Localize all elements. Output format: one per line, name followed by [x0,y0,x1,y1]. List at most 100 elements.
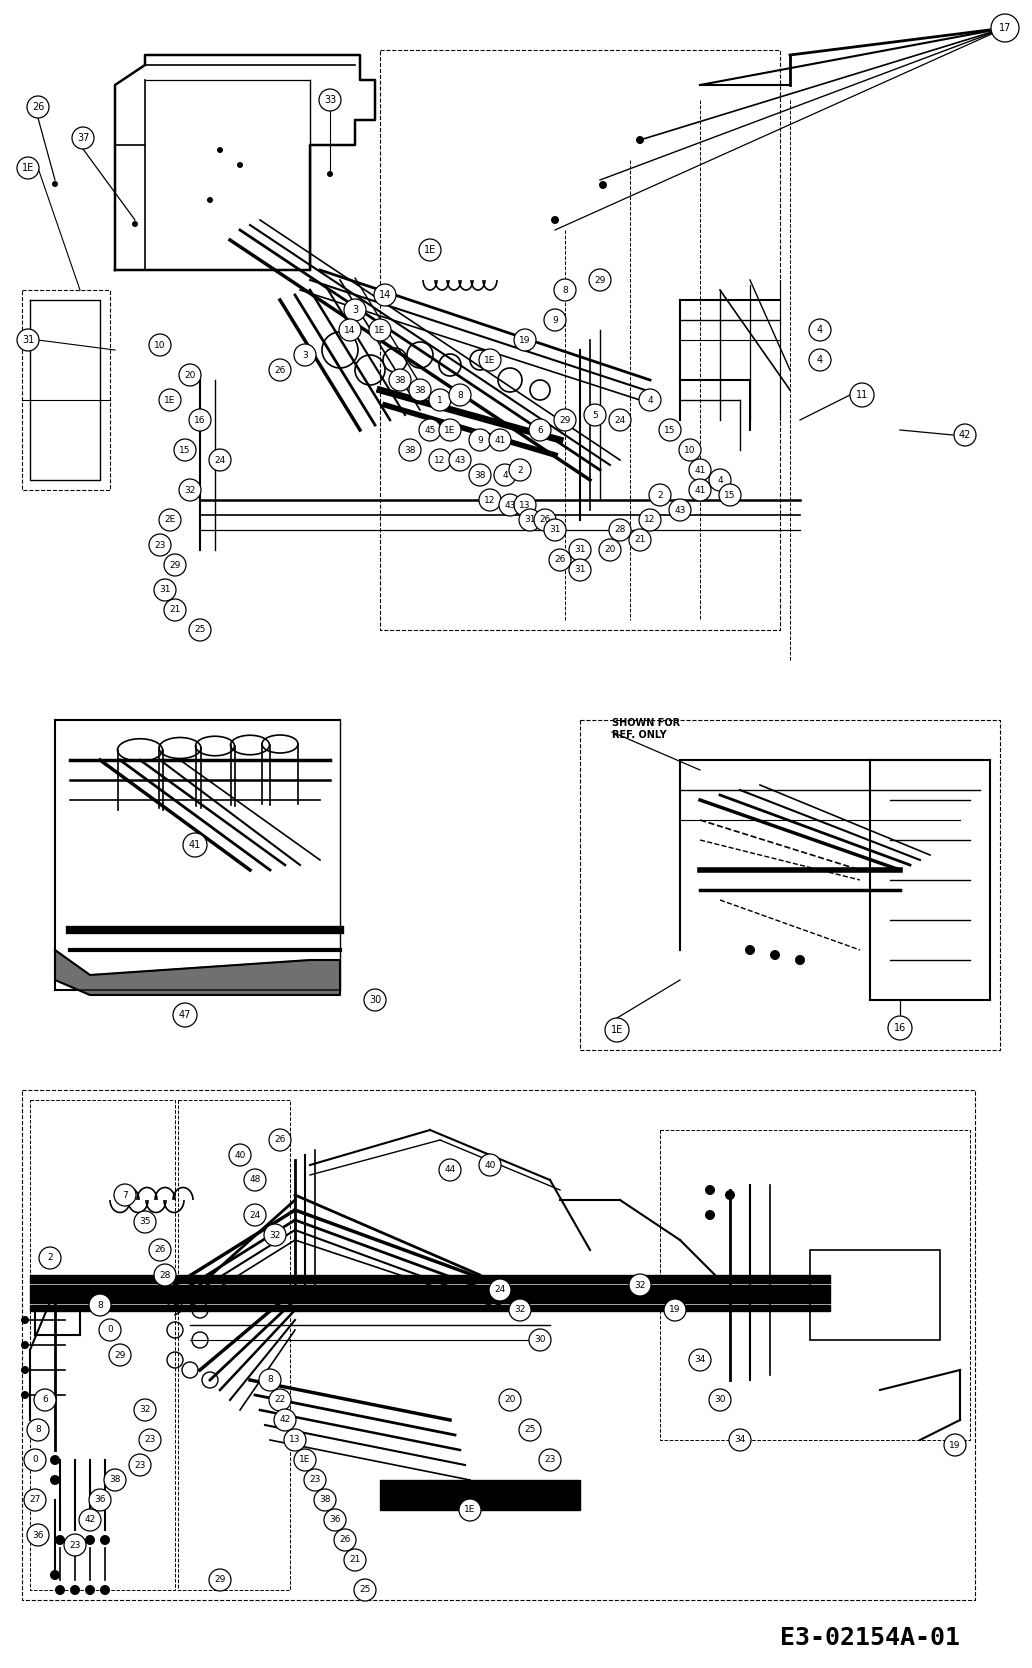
Circle shape [17,157,39,178]
Circle shape [709,1389,731,1411]
Circle shape [154,579,176,600]
Circle shape [104,1470,126,1491]
Circle shape [389,369,411,390]
Text: 43: 43 [505,500,516,509]
Circle shape [888,1016,912,1041]
Circle shape [469,429,491,450]
Circle shape [159,389,181,410]
Circle shape [21,1366,29,1374]
Text: 41: 41 [695,465,706,474]
Circle shape [89,1294,111,1316]
Circle shape [719,484,741,505]
Circle shape [364,989,386,1011]
Circle shape [327,172,333,177]
Circle shape [944,1434,966,1456]
Circle shape [419,419,441,440]
Text: 23: 23 [310,1476,321,1485]
Circle shape [294,344,316,365]
Circle shape [729,1429,751,1451]
Text: 20: 20 [605,545,616,554]
Circle shape [189,409,211,430]
Text: 22: 22 [275,1396,286,1404]
Text: 16: 16 [194,415,205,424]
Circle shape [599,182,607,188]
Bar [30,1284,830,1303]
Circle shape [429,449,451,470]
Text: 8: 8 [35,1426,41,1434]
Circle shape [489,1279,511,1301]
Text: 4: 4 [717,475,722,484]
Text: 1E: 1E [299,1456,311,1465]
Bar [30,1304,830,1311]
Text: 31: 31 [549,525,560,534]
Text: 31: 31 [159,585,170,594]
Text: 38: 38 [319,1496,330,1505]
Circle shape [544,519,566,540]
Text: 17: 17 [999,23,1011,33]
Text: 24: 24 [614,415,625,424]
Circle shape [50,1454,60,1465]
Text: 10: 10 [684,445,696,454]
Text: 42: 42 [85,1516,96,1525]
Text: 26: 26 [540,515,551,524]
Circle shape [149,534,171,555]
Text: E3-02154A-01: E3-02154A-01 [780,1626,960,1650]
Circle shape [55,1585,65,1595]
Circle shape [551,215,559,224]
Text: 1E: 1E [464,1506,476,1515]
Circle shape [499,1389,521,1411]
Circle shape [85,1535,95,1545]
Circle shape [449,449,471,470]
Circle shape [554,279,576,300]
Text: 4: 4 [817,325,824,335]
Text: 14: 14 [379,290,391,300]
Circle shape [129,1454,151,1476]
Circle shape [705,1184,715,1194]
Circle shape [334,1530,356,1551]
Circle shape [605,1017,628,1042]
Text: 15: 15 [724,490,736,499]
Text: 29: 29 [559,415,571,424]
Circle shape [114,1184,136,1206]
Text: 2: 2 [517,465,523,474]
Text: 43: 43 [454,455,465,464]
Text: 23: 23 [544,1456,555,1465]
Circle shape [244,1204,266,1226]
Circle shape [689,1349,711,1371]
Text: 36: 36 [94,1496,105,1505]
Circle shape [27,97,49,118]
Circle shape [539,1449,561,1471]
Circle shape [514,329,536,350]
Circle shape [409,379,431,400]
Text: 1E: 1E [611,1026,623,1036]
Circle shape [207,197,213,203]
Text: 32: 32 [514,1306,525,1314]
Bar [30,1274,830,1283]
Text: 29: 29 [169,560,181,569]
Text: 4: 4 [503,470,508,479]
Text: 21: 21 [635,535,646,544]
Circle shape [519,1419,541,1441]
Text: 8: 8 [562,285,568,295]
Text: 26: 26 [275,1136,286,1144]
Circle shape [173,1002,197,1027]
Circle shape [599,539,621,560]
Text: 25: 25 [359,1586,370,1595]
Text: 23: 23 [144,1436,156,1444]
Circle shape [725,1189,735,1199]
Text: 41: 41 [189,841,201,851]
Circle shape [479,349,501,370]
Circle shape [85,1585,95,1595]
Text: 0: 0 [107,1326,112,1334]
Text: 42: 42 [959,430,971,440]
Circle shape [99,1319,121,1341]
Text: 0: 0 [32,1456,38,1465]
Text: 11: 11 [856,390,868,400]
Circle shape [664,1299,686,1321]
Circle shape [24,1449,46,1471]
Circle shape [79,1510,101,1531]
Text: 28: 28 [159,1271,170,1279]
Circle shape [50,1475,60,1485]
Text: 30: 30 [714,1396,725,1404]
Text: 38: 38 [475,470,486,479]
